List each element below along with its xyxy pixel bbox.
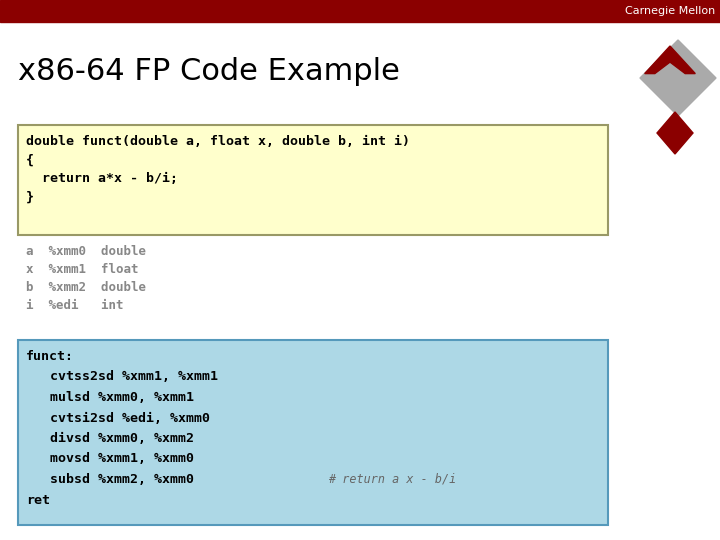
Bar <box>0 0 720 22</box>
Text: double funct(double a, float x, double b, int i)
{
  return a*x - b/i;
}: double funct(double a, float x, double b… <box>26 135 410 204</box>
Text: x86-64 FP Code Example: x86-64 FP Code Example <box>18 57 400 86</box>
Polygon shape <box>657 112 693 154</box>
Text: a  %xmm0  double: a %xmm0 double <box>26 245 146 258</box>
Text: cvtsi2sd %edi, %xmm0: cvtsi2sd %edi, %xmm0 <box>26 411 210 424</box>
Text: i  %edi   int: i %edi int <box>26 299 124 312</box>
Text: Carnegie Mellon: Carnegie Mellon <box>625 6 715 16</box>
Text: movsd %xmm1, %xmm0: movsd %xmm1, %xmm0 <box>26 453 194 465</box>
Text: ret: ret <box>26 494 50 507</box>
Text: subsd %xmm2, %xmm0: subsd %xmm2, %xmm0 <box>26 473 194 486</box>
Text: # return a x - b/i: # return a x - b/i <box>328 473 456 486</box>
Text: mulsd %xmm0, %xmm1: mulsd %xmm0, %xmm1 <box>26 391 194 404</box>
Bar <box>18 125 608 235</box>
Text: x  %xmm1  float: x %xmm1 float <box>26 263 138 276</box>
Polygon shape <box>640 40 716 116</box>
Bar <box>18 340 608 525</box>
Polygon shape <box>644 46 696 73</box>
Text: funct:: funct: <box>26 350 74 363</box>
Text: b  %xmm2  double: b %xmm2 double <box>26 281 146 294</box>
Text: divsd %xmm0, %xmm2: divsd %xmm0, %xmm2 <box>26 432 194 445</box>
Text: cvtss2sd %xmm1, %xmm1: cvtss2sd %xmm1, %xmm1 <box>26 370 218 383</box>
